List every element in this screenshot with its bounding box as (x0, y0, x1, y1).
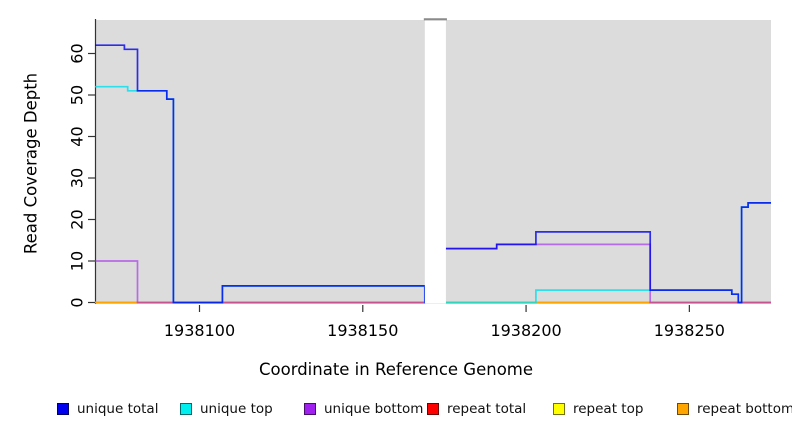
x-tick-label: 1938200 (490, 321, 561, 340)
y-tick-label: 30 (68, 168, 87, 188)
y-tick-label: 60 (68, 43, 87, 63)
x-axis-title: Coordinate in Reference Genome (0, 360, 792, 379)
series-line-unique-total (95, 44, 771, 304)
x-tick-label: 1938100 (164, 321, 235, 340)
y-tick-label: 20 (68, 209, 87, 229)
x-axis-title-text: Coordinate in Reference Genome (258, 360, 534, 379)
y-tick-label: 10 (68, 251, 87, 271)
y-tick-label: 0 (68, 297, 87, 307)
y-tick-label: 50 (68, 85, 87, 105)
x-tick-label: 1938250 (654, 321, 725, 340)
y-axis-title: Read Coverage Depth (21, 72, 41, 255)
x-tick-label: 1938150 (327, 321, 398, 340)
no-data-gap (424, 19, 446, 304)
y-tick-label: 40 (68, 126, 87, 146)
